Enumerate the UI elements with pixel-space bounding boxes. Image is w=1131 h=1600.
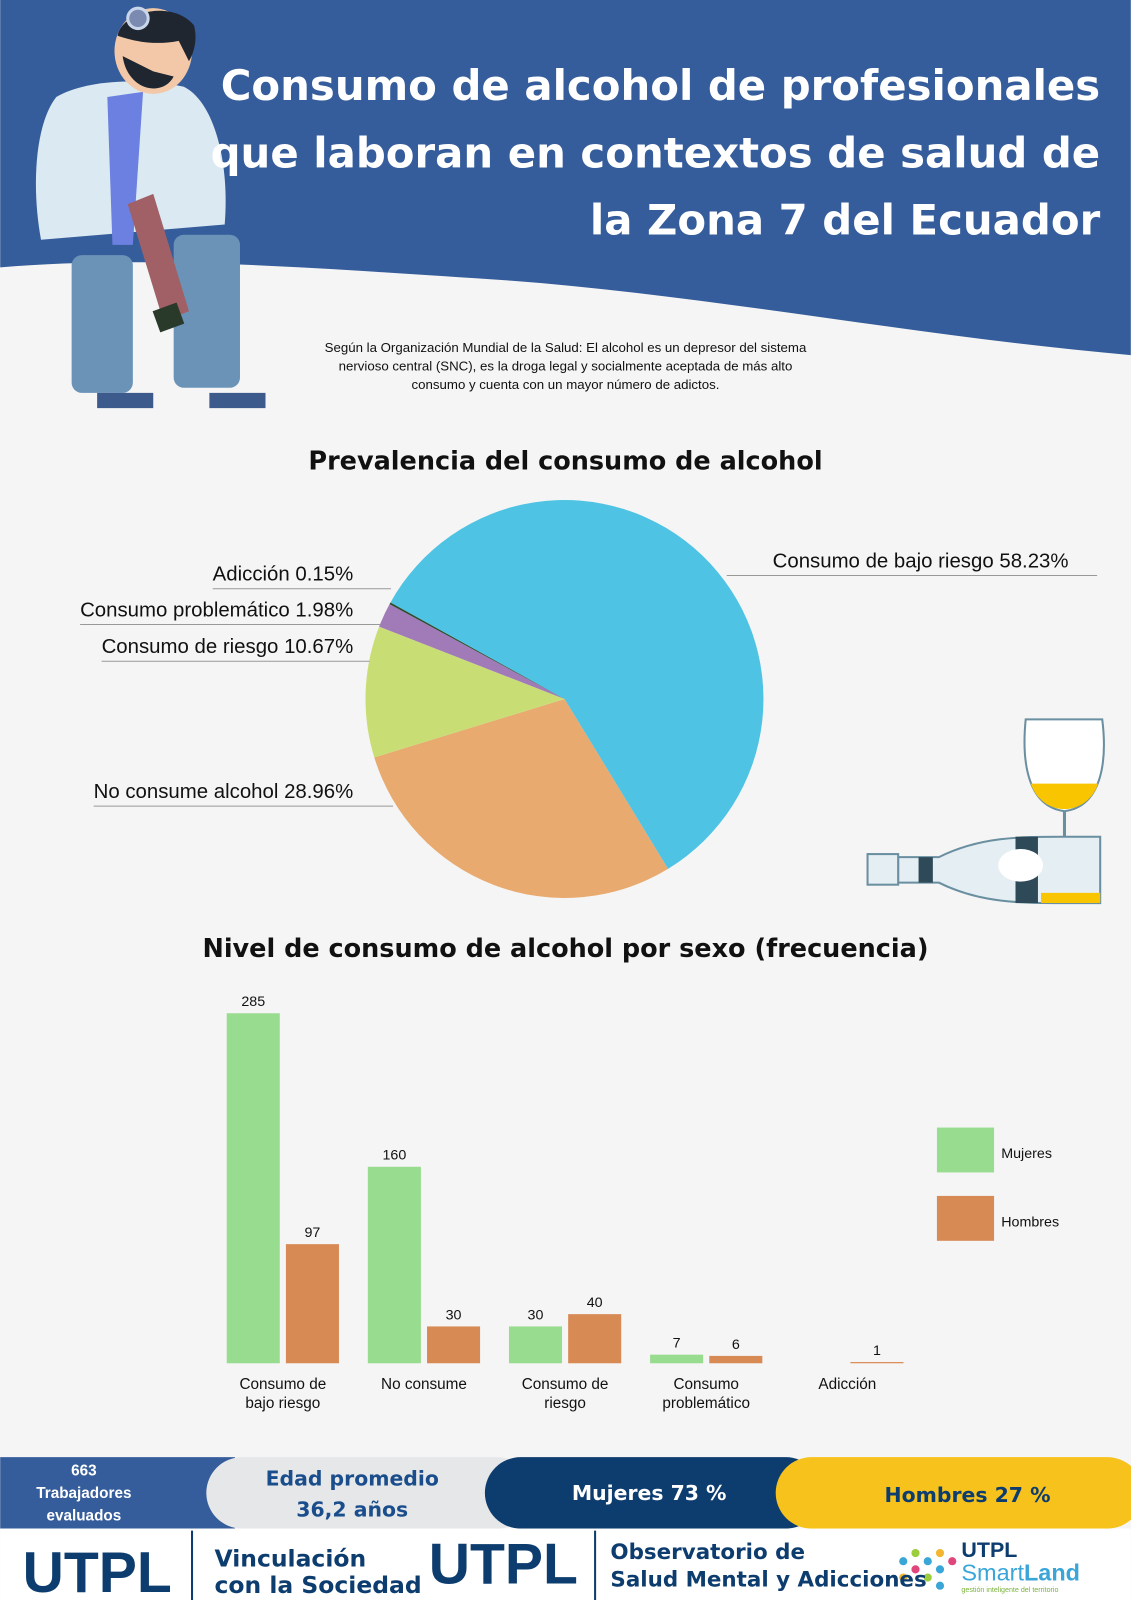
slice-category: Consumo de bajo riesgo — [773, 550, 994, 572]
bar — [226, 1013, 280, 1364]
stat-pill — [775, 1457, 1131, 1529]
stat-text: evaluados — [46, 1507, 121, 1524]
slice-label: Adicción 0.15% — [213, 564, 354, 586]
stat-text: 663 — [71, 1463, 97, 1480]
slice-value: 28.96% — [284, 781, 353, 803]
slice-value: 0.15% — [295, 564, 353, 586]
legend-label: Mujeres — [1001, 1146, 1052, 1162]
x-category-label: Consumo de riesgo — [522, 1376, 609, 1412]
chart-title: Nivel de consumo de alcohol por sexo (fr… — [202, 934, 928, 964]
stat-pill — [484, 1457, 822, 1529]
logo-text: Vinculación — [214, 1544, 366, 1572]
stat-pill — [206, 1457, 533, 1529]
bar — [850, 1362, 904, 1364]
intro-line: Según la Organización Mundial de la Salu… — [325, 340, 807, 355]
logo-subtext: gestión inteligente del territorio — [961, 1586, 1058, 1594]
x-category-label: Consumo problemático — [662, 1376, 750, 1412]
logo-smart: Smart — [961, 1560, 1024, 1586]
bar-value-label: 40 — [587, 1295, 603, 1311]
chart-title: Prevalencia del consumo de alcohol — [308, 446, 822, 476]
logo-text: UTPL — [961, 1538, 1017, 1562]
legend-label: Hombres — [1001, 1215, 1059, 1231]
logo: UTPL — [429, 1533, 578, 1597]
bar-value-label: 285 — [241, 994, 265, 1010]
slice-value: 58.23% — [999, 550, 1068, 572]
slice-label: Consumo de riesgo 10.67% — [102, 636, 354, 658]
stat-text: Mujeres 73 % — [572, 1481, 727, 1505]
slice-label: Consumo problemático 1.98% — [80, 599, 353, 621]
x-category-label: No consume — [381, 1376, 467, 1393]
intro-line: nervioso central (SNC), es la droga lega… — [339, 358, 793, 373]
stat-text: 36,2 años — [296, 1497, 408, 1521]
bar — [285, 1244, 339, 1364]
bar-value-label: 7 — [673, 1336, 681, 1352]
bar — [709, 1355, 763, 1364]
slice-label: No consume alcohol 28.96% — [94, 781, 354, 803]
slice-value: 1.98% — [295, 599, 353, 621]
bar-value-label: 6 — [732, 1337, 740, 1353]
legend-swatch — [936, 1195, 995, 1241]
logo-text: SmartLand — [961, 1560, 1080, 1586]
title-line: Consumo de alcohol de profesionales — [221, 61, 1100, 110]
pie-slice — [389, 602, 565, 699]
x-category-label: Consumo de bajo riesgo — [239, 1376, 326, 1412]
bar-value-label: 97 — [305, 1225, 321, 1241]
bar-value-label: 1 — [873, 1343, 881, 1359]
header-band — [0, 0, 1131, 356]
bar — [650, 1354, 704, 1364]
smartland-dots — [899, 1548, 957, 1590]
slice-label: Consumo de bajo riesgo 58.23% — [773, 550, 1069, 572]
bar-value-label: 30 — [528, 1307, 544, 1323]
bar-value-label: 30 — [446, 1307, 462, 1323]
bar-value-label: 160 — [382, 1148, 406, 1164]
logo-land: Land — [1024, 1560, 1080, 1586]
bar — [427, 1326, 481, 1364]
stat-text: Hombres 27 % — [885, 1483, 1051, 1507]
bottle-glass-illustration — [866, 718, 1105, 905]
logo-text: Observatorio de — [610, 1540, 805, 1565]
slice-category: No consume alcohol — [94, 781, 279, 803]
pie-slice — [374, 698, 669, 898]
slice-value: 10.67% — [284, 636, 353, 658]
doctor-illustration — [35, 6, 266, 409]
slice-category: Consumo de riesgo — [102, 636, 279, 658]
bar — [568, 1314, 622, 1364]
intro-line: consumo y cuenta con un mayor número de … — [412, 377, 720, 392]
bar — [367, 1166, 421, 1364]
pie-slice — [365, 626, 565, 758]
stat-box — [0, 1457, 235, 1529]
pie-slice — [379, 604, 565, 699]
title-line: la Zona 7 del Ecuador — [590, 196, 1101, 245]
logo-text: Salud Mental y Adicciones — [610, 1568, 926, 1593]
logo-text: con la Sociedad — [214, 1571, 421, 1599]
pie-slice — [390, 500, 764, 869]
x-category-label: Adicción — [818, 1376, 876, 1393]
stat-text: Edad promedio — [266, 1467, 439, 1491]
title-line: que laboran en contextos de salud de — [211, 128, 1101, 177]
stat-text: Trabajadores — [36, 1485, 131, 1502]
slice-category: Consumo problemático — [80, 599, 290, 621]
bar — [508, 1326, 563, 1364]
slice-category: Adicción — [213, 564, 290, 586]
legend-swatch — [936, 1127, 995, 1173]
logo: UTPL — [23, 1541, 172, 1600]
